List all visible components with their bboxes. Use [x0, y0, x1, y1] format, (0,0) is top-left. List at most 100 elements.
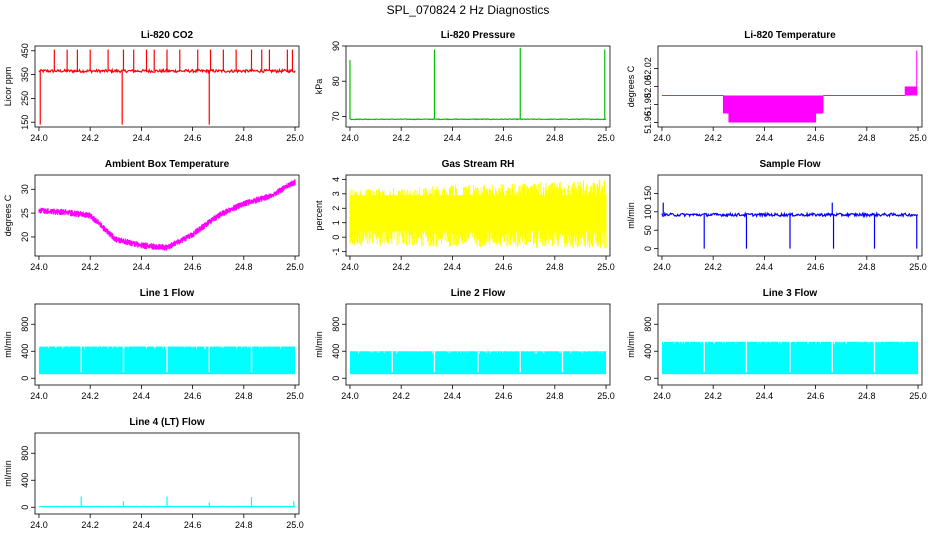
ambient-trace — [38, 179, 296, 251]
panel-title-pressure: Li-820 Pressure — [441, 30, 516, 41]
x-tick-label-ambient-2: 24.4 — [133, 262, 151, 272]
series-line2 — [349, 349, 607, 375]
x-tick-label-line1-3: 24.6 — [184, 391, 202, 401]
y-tick-label-co2-1: 250 — [20, 91, 30, 106]
y-tick-label-rh-5: 4 — [331, 177, 341, 182]
x-tick-label-co2-3: 24.6 — [184, 133, 202, 143]
x-tick-label-sample-4: 24.8 — [858, 262, 876, 272]
series-sample — [661, 202, 919, 249]
panel-title-line4: Line 4 (LT) Flow — [129, 417, 205, 428]
y-axis-label-line1: ml/min — [3, 331, 13, 358]
series-line3 — [661, 340, 919, 375]
x-tick-label-rh-3: 24.6 — [495, 262, 513, 272]
y-tick-label-ambient-0: 20 — [20, 232, 30, 242]
x-tick-label-pressure-4: 24.8 — [546, 133, 564, 143]
y-tick-label-pressure-2: 90 — [331, 41, 341, 51]
y-tick-label-sample-1: 50 — [643, 225, 653, 235]
x-tick-label-line4-1: 24.2 — [81, 520, 99, 530]
y-tick-label-co2-2: 350 — [20, 67, 30, 82]
x-tick-label-temperature-0: 24.0 — [653, 133, 671, 143]
x-tick-label-ambient-3: 24.6 — [184, 262, 202, 272]
x-tick-label-sample-1: 24.2 — [704, 262, 722, 272]
x-tick-label-sample-2: 24.4 — [756, 262, 774, 272]
panel-title-co2: Li-820 CO2 — [141, 30, 194, 41]
y-tick-label-sample-0: 0 — [643, 246, 653, 251]
rh-dense-band — [349, 195, 607, 232]
x-tick-label-co2-5: 25.0 — [286, 133, 304, 143]
series-temperature — [661, 50, 918, 123]
x-tick-label-line2-4: 24.8 — [546, 391, 564, 401]
panel-title-line1: Line 1 Flow — [140, 288, 195, 299]
y-tick-label-line1-2: 800 — [20, 317, 30, 332]
y-tick-label-line2-0: 0 — [331, 376, 341, 381]
x-tick-label-ambient-5: 25.0 — [286, 262, 304, 272]
plot-frame-co2 — [34, 45, 300, 128]
x-tick-label-line4-3: 24.6 — [184, 520, 202, 530]
x-tick-label-co2-1: 24.2 — [81, 133, 99, 143]
x-tick-label-rh-5: 25.0 — [597, 262, 615, 272]
y-axis-label-line4: ml/min — [3, 460, 13, 487]
trace-co2 — [38, 67, 296, 75]
y-axis-label-sample: ml/min — [626, 202, 636, 229]
y-axis-label-ambient: degrees C — [3, 194, 13, 236]
x-tick-label-line4-0: 24.0 — [30, 520, 48, 530]
y-tick-label-co2-3: 450 — [20, 43, 30, 58]
x-tick-label-line3-3: 24.6 — [807, 391, 825, 401]
y-tick-label-line3-2: 800 — [643, 317, 653, 332]
x-tick-label-co2-2: 24.4 — [133, 133, 151, 143]
x-tick-label-sample-5: 25.0 — [909, 262, 927, 272]
y-tick-label-line1-0: 0 — [20, 376, 30, 381]
y-axis-label-line2: ml/min — [314, 331, 324, 358]
x-tick-label-temperature-5: 25.0 — [909, 133, 927, 143]
panel-ambient: Ambient Box Temperature degrees C 24.0 24.2… — [3, 159, 304, 272]
y-tick-label-line2-1: 400 — [331, 344, 341, 359]
x-tick-label-line2-3: 24.6 — [495, 391, 513, 401]
plot-frame-sample — [657, 174, 923, 257]
panel-title-sample: Sample Flow — [759, 159, 820, 170]
plot-frame-ambient — [34, 174, 300, 257]
x-tick-label-rh-0: 24.0 — [341, 262, 359, 272]
temperature-low-band — [722, 95, 824, 123]
plot-frame-line3 — [657, 303, 923, 386]
y-tick-label-rh-1: 0 — [331, 235, 341, 240]
y-axis-label-line3: ml/min — [626, 331, 636, 358]
x-tick-label-ambient-1: 24.2 — [81, 262, 99, 272]
x-tick-label-pressure-0: 24.0 — [341, 133, 359, 143]
x-tick-label-temperature-2: 24.4 — [756, 133, 774, 143]
x-tick-label-rh-4: 24.8 — [546, 262, 564, 272]
x-tick-label-sample-0: 24.0 — [653, 262, 671, 272]
x-tick-label-temperature-1: 24.2 — [704, 133, 722, 143]
plot-frame-line4 — [34, 432, 300, 515]
x-tick-label-line2-2: 24.4 — [444, 391, 462, 401]
y-tick-label-ambient-1: 25 — [20, 208, 30, 218]
panel-title-rh: Gas Stream RH — [442, 159, 515, 170]
y-tick-label-rh-4: 3 — [331, 191, 341, 196]
series-line4 — [38, 496, 296, 508]
y-tick-label-line3-1: 400 — [643, 344, 653, 359]
y-tick-label-rh-2: 1 — [331, 220, 341, 225]
x-tick-label-line3-1: 24.2 — [704, 391, 722, 401]
panel-title-line3: Line 3 Flow — [763, 288, 818, 299]
x-tick-label-line3-5: 25.0 — [909, 391, 927, 401]
y-axis-label-temperature: degrees C — [626, 65, 636, 107]
y-tick-label-line1-1: 400 — [20, 344, 30, 359]
y-tick-label-line2-2: 800 — [331, 317, 341, 332]
y-tick-label-temperature-0: 51.96 — [643, 111, 653, 134]
plot-frame-line1 — [34, 303, 300, 386]
series-rh — [349, 179, 607, 249]
plot-frame-rh — [345, 174, 611, 257]
y-tick-label-line3-0: 0 — [643, 376, 653, 381]
x-tick-label-ambient-0: 24.0 — [30, 262, 48, 272]
x-tick-label-line3-4: 24.8 — [858, 391, 876, 401]
y-tick-label-pressure-1: 80 — [331, 76, 341, 86]
y-tick-label-ambient-2: 30 — [20, 184, 30, 194]
x-tick-label-co2-4: 24.8 — [235, 133, 253, 143]
series-pressure — [349, 47, 607, 121]
x-tick-label-line1-2: 24.4 — [133, 391, 151, 401]
x-tick-label-line4-2: 24.4 — [133, 520, 151, 530]
y-tick-label-co2-0: 150 — [20, 115, 30, 130]
x-tick-label-ambient-4: 24.8 — [235, 262, 253, 272]
temperature-high-band — [904, 50, 918, 96]
y-axis-label-co2: Licor ppm — [3, 67, 13, 107]
x-tick-label-pressure-5: 25.0 — [597, 133, 615, 143]
